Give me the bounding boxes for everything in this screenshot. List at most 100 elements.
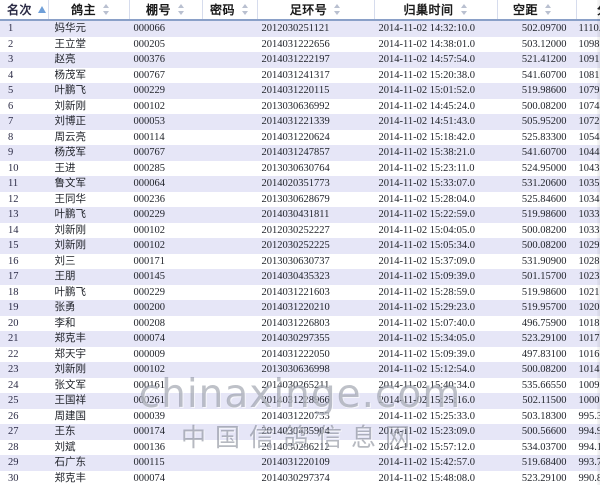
sort-toggle-icon[interactable] bbox=[102, 4, 111, 15]
cell-pass bbox=[203, 20, 258, 37]
cell-ring: 2014031220115 bbox=[258, 83, 375, 99]
cell-dist: 500.08200 bbox=[498, 238, 577, 254]
cell-rank: 13 bbox=[0, 207, 49, 223]
cell-loft: 000102 bbox=[130, 99, 203, 115]
cell-dist: 534.03700 bbox=[498, 440, 577, 456]
sort-toggle-icon[interactable] bbox=[544, 4, 553, 15]
column-header-loft[interactable]: 棚号 bbox=[130, 0, 203, 20]
cell-owner: 李和 bbox=[49, 316, 130, 332]
cell-pass bbox=[203, 223, 258, 239]
cell-pass bbox=[203, 176, 258, 192]
column-header-ring[interactable]: 足环号 bbox=[258, 0, 375, 20]
cell-owner: 王同华 bbox=[49, 192, 130, 208]
cell-ring: 2014031226803 bbox=[258, 316, 375, 332]
cell-pass bbox=[203, 68, 258, 84]
cell-rank: 14 bbox=[0, 223, 49, 239]
cell-owner: 刘新刚 bbox=[49, 238, 130, 254]
cell-loft: 000074 bbox=[130, 331, 203, 347]
cell-ring: 2014030297374 bbox=[258, 471, 375, 486]
column-header-owner[interactable]: 鸽主 bbox=[49, 0, 130, 20]
cell-owner: 张文军 bbox=[49, 378, 130, 394]
cell-dist: 519.98600 bbox=[498, 207, 577, 223]
cell-loft: 000064 bbox=[130, 176, 203, 192]
cell-ring: 2013030630764 bbox=[258, 161, 375, 177]
column-header-label: 密码 bbox=[210, 1, 235, 18]
cell-time: 2014-11-02 15:28:59.0 bbox=[375, 285, 498, 301]
cell-owner: 王朋 bbox=[49, 269, 130, 285]
cell-owner: 王立堂 bbox=[49, 37, 130, 53]
cell-dist: 525.83300 bbox=[498, 130, 577, 146]
column-header-pass[interactable]: 密码 bbox=[203, 0, 258, 20]
cell-time: 2014-11-02 14:45:24.0 bbox=[375, 99, 498, 115]
cell-time: 2014-11-02 14:38:01.0 bbox=[375, 37, 498, 53]
cell-rank: 19 bbox=[0, 300, 49, 316]
cell-ring: 2013030628679 bbox=[258, 192, 375, 208]
cell-pass bbox=[203, 83, 258, 99]
cell-rank: 17 bbox=[0, 269, 49, 285]
sort-ascending-icon[interactable] bbox=[38, 4, 47, 15]
cell-loft: 000229 bbox=[130, 83, 203, 99]
sort-toggle-icon[interactable] bbox=[333, 4, 342, 15]
cell-pass bbox=[203, 347, 258, 363]
cell-dist: 503.18300 bbox=[498, 409, 577, 425]
cell-time: 2014-11-02 15:07:40.0 bbox=[375, 316, 498, 332]
cell-rank: 28 bbox=[0, 440, 49, 456]
cell-rank: 11 bbox=[0, 176, 49, 192]
cell-loft: 000145 bbox=[130, 269, 203, 285]
column-header-rank[interactable]: 名次 bbox=[0, 0, 49, 20]
cell-dist: 500.08200 bbox=[498, 99, 577, 115]
cell-loft: 000208 bbox=[130, 316, 203, 332]
cell-rank: 3 bbox=[0, 52, 49, 68]
cell-rank: 18 bbox=[0, 285, 49, 301]
cell-pass bbox=[203, 300, 258, 316]
cell-dist: 501.15700 bbox=[498, 269, 577, 285]
cell-loft: 000039 bbox=[130, 409, 203, 425]
sort-toggle-icon[interactable] bbox=[241, 4, 250, 15]
column-header-time[interactable]: 归巢时间 bbox=[375, 0, 498, 20]
cell-dist: 519.98600 bbox=[498, 83, 577, 99]
sort-toggle-icon[interactable] bbox=[460, 4, 469, 15]
cell-owner: 王东 bbox=[49, 424, 130, 440]
cell-time: 2014-11-02 15:12:54.0 bbox=[375, 362, 498, 378]
cell-loft: 000114 bbox=[130, 130, 203, 146]
sort-toggle-icon[interactable] bbox=[177, 4, 186, 15]
cell-loft: 000174 bbox=[130, 424, 203, 440]
cell-owner: 刘斌 bbox=[49, 440, 130, 456]
column-header-dist[interactable]: 空距 bbox=[498, 0, 577, 20]
cell-owner: 刘新刚 bbox=[49, 99, 130, 115]
cell-ring: 2014030435904 bbox=[258, 424, 375, 440]
cell-dist: 505.95200 bbox=[498, 114, 577, 130]
cell-ring: 2014030286212 bbox=[258, 440, 375, 456]
cell-loft: 000102 bbox=[130, 223, 203, 239]
